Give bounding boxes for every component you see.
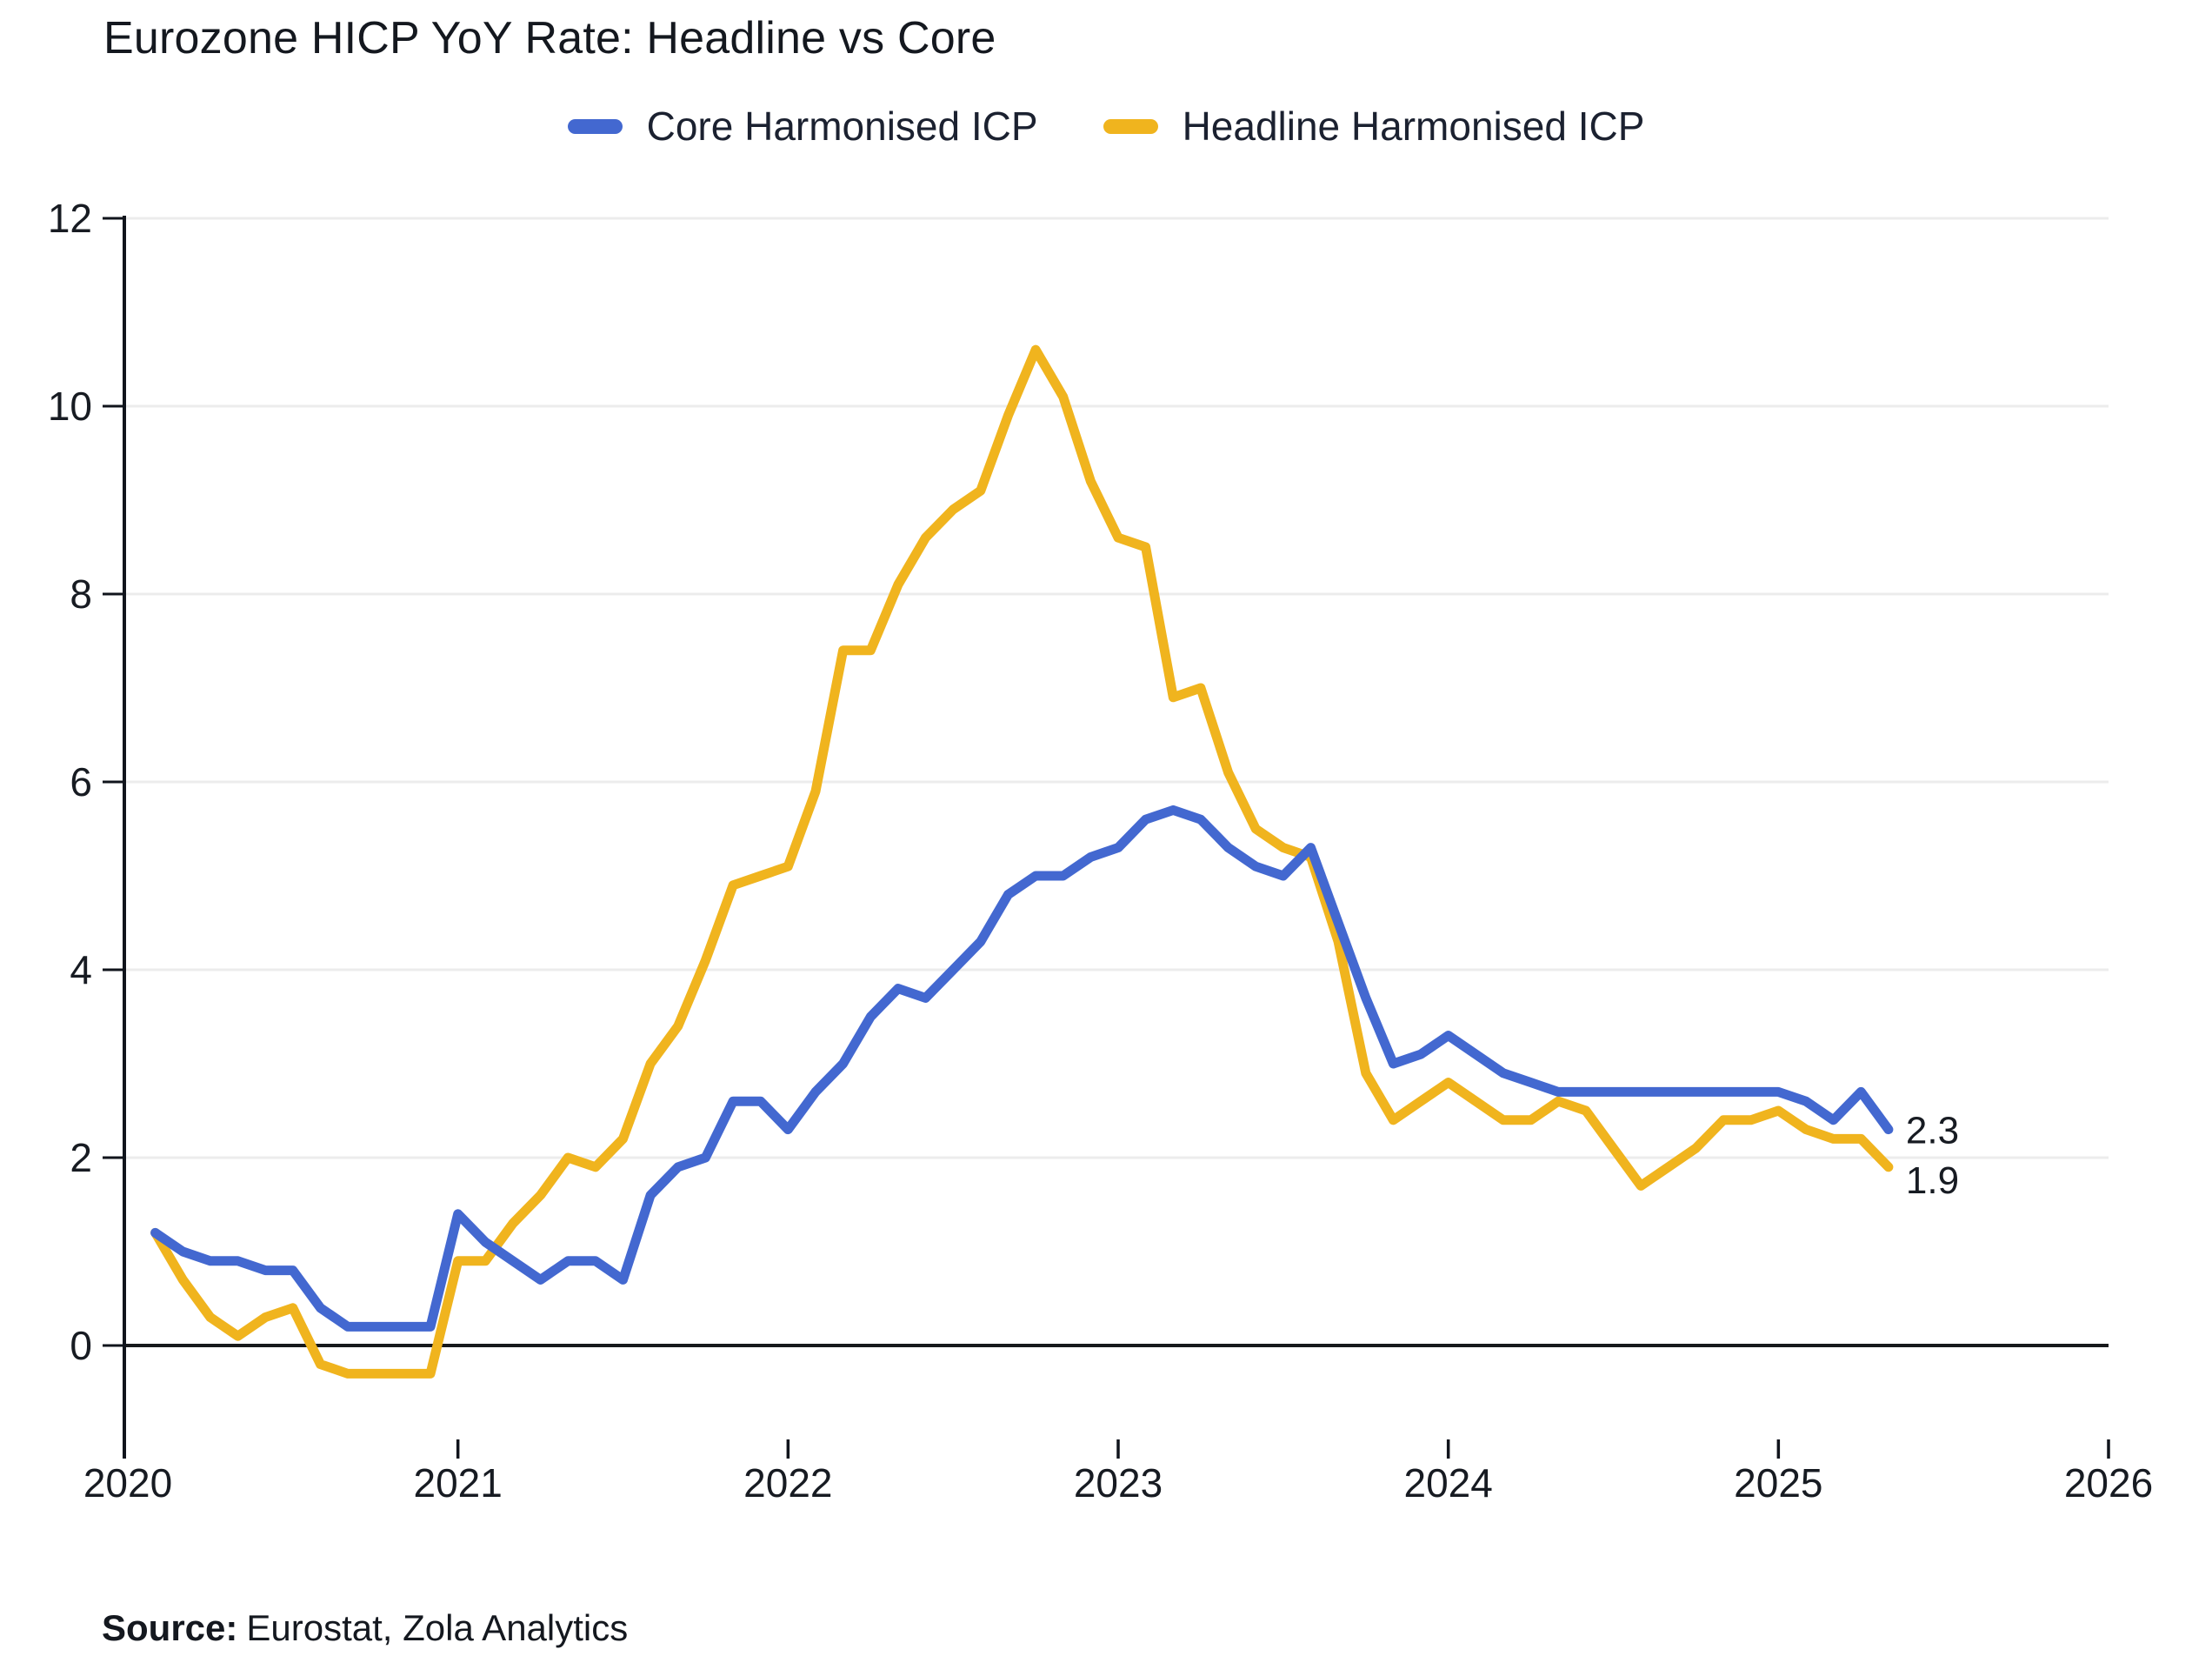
source-note: Source: Eurostat, Zola Analytics	[102, 1607, 628, 1649]
legend-swatch-core-icon	[567, 118, 623, 134]
x-tick-label-2025: 2025	[1734, 1460, 1822, 1506]
legend-item-core[interactable]: Core Harmonised ICP	[567, 104, 1038, 149]
legend-label-core: Core Harmonised ICP	[646, 104, 1038, 149]
legend-swatch-headline-icon	[1103, 118, 1158, 134]
x-tick-label-2020: 2020	[83, 1460, 172, 1506]
y-tick-label-12: 12	[48, 196, 92, 241]
legend: Core Harmonised ICP Headline Harmonised …	[0, 106, 2212, 146]
x-tick-label-2022: 2022	[743, 1460, 832, 1506]
y-tick-label-4: 4	[70, 947, 92, 992]
chart-title: Eurozone HICP YoY Rate: Headline vs Core	[103, 13, 996, 63]
source-label: Source:	[102, 1607, 238, 1648]
series-line-core	[150, 805, 1894, 1332]
series-line-headline	[150, 344, 1894, 1379]
y-tick-label-8: 8	[70, 571, 92, 617]
x-tick-label-2021: 2021	[413, 1460, 502, 1506]
legend-item-headline[interactable]: Headline Harmonised ICP	[1103, 104, 1645, 149]
legend-label-headline: Headline Harmonised ICP	[1182, 104, 1645, 149]
y-tick-label-2: 2	[70, 1135, 92, 1180]
end-value-label-headline: 1.9	[1906, 1159, 1959, 1202]
end-value-label-core: 2.3	[1906, 1110, 1959, 1152]
y-tick-label-0: 0	[70, 1323, 92, 1368]
x-tick-label-2023: 2023	[1074, 1460, 1163, 1506]
x-tick-label-2024: 2024	[1403, 1460, 1492, 1506]
y-tick-label-10: 10	[48, 384, 92, 429]
y-tick-label-6: 6	[70, 759, 92, 805]
x-tick-label-2026: 2026	[2064, 1460, 2153, 1506]
source-text: Eurostat, Zola Analytics	[246, 1607, 629, 1648]
